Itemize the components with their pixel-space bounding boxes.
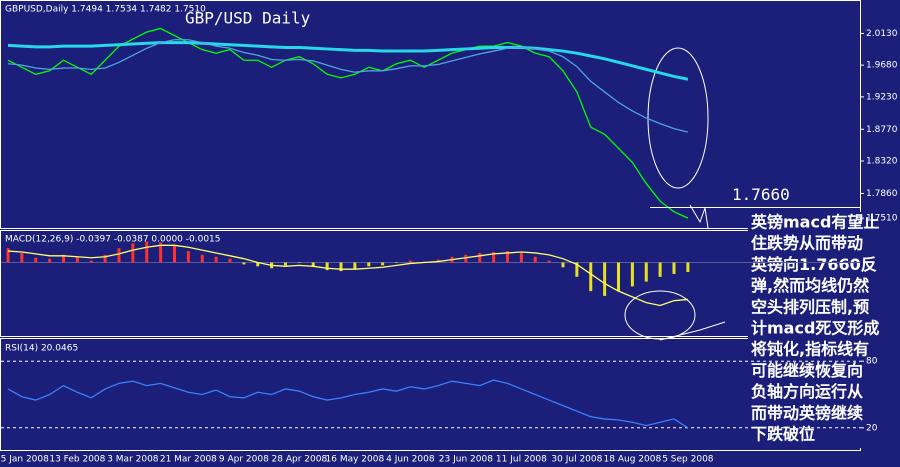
x-tick-label: 16 May 2008 xyxy=(326,455,385,465)
macd-bar xyxy=(131,243,135,263)
macd-bar xyxy=(284,262,287,266)
macd-bar xyxy=(617,262,620,292)
macd-bar xyxy=(492,252,496,263)
chart-title: GBP/USD Daily xyxy=(185,9,311,28)
note-line: 英镑macd有望止 xyxy=(750,213,879,232)
macd-bar xyxy=(603,262,607,296)
y-tick-label: 20 xyxy=(866,423,878,433)
x-tick-label: 13 Feb 2008 xyxy=(49,455,105,465)
y-tick-label: 1.9680 xyxy=(866,61,898,71)
macd-bar xyxy=(20,252,24,263)
macd-bar xyxy=(311,262,315,267)
macd-bar xyxy=(519,252,523,263)
x-tick-label: 28 Apr 2008 xyxy=(272,455,328,465)
macd-bar xyxy=(395,262,398,263)
macd-bar xyxy=(630,262,634,287)
note-box xyxy=(748,212,900,448)
macd-bar xyxy=(575,262,579,277)
macd-bar xyxy=(200,254,204,263)
macd-bar xyxy=(159,242,163,263)
macd-bar xyxy=(644,262,648,282)
note-line: 计macd死叉形成 xyxy=(751,319,879,338)
y-tick-label: 1.9230 xyxy=(866,92,898,102)
x-tick-label: 11 Jul 2008 xyxy=(496,455,547,465)
y-tick-label: 1.8770 xyxy=(866,125,898,135)
macd-bar xyxy=(6,248,10,263)
macd-bar xyxy=(478,252,482,263)
note-line: 弹,然而均线仍然 xyxy=(751,276,869,295)
macd-bar xyxy=(145,241,149,263)
note-line: 而带动英镑继续 xyxy=(751,403,863,422)
macd-bar xyxy=(589,262,593,292)
note-line: 住跌势从而带动 xyxy=(751,234,863,253)
macd-bar xyxy=(686,262,690,273)
macd-bar xyxy=(297,262,301,263)
macd-bar xyxy=(325,262,329,271)
macd-bar xyxy=(533,256,537,263)
note-line: 可能继续恢复向 xyxy=(751,361,863,380)
x-tick-label: 4 Jun 2008 xyxy=(386,455,435,465)
macd-bar xyxy=(48,258,52,263)
macd-bar xyxy=(561,262,565,268)
macd-bar xyxy=(353,262,357,270)
macd-bar xyxy=(464,254,468,263)
y-tick-label: 2.0130 xyxy=(866,29,898,39)
note: 英镑macd有望止住跌势从而带动英镑向1.7660反弹,然而均线仍然空头排列压制… xyxy=(750,213,879,444)
macd-bar xyxy=(367,262,371,267)
note-line: 下跌破位 xyxy=(751,425,815,444)
macd-bar xyxy=(506,251,509,263)
macd-bar xyxy=(75,256,79,263)
macd-bar xyxy=(408,260,412,263)
x-tick-label: 30 Jul 2008 xyxy=(551,455,602,465)
macd-bar xyxy=(117,248,121,263)
price-header: GBPUSD,Daily 1.7494 1.7534 1.7482 1.7510 xyxy=(5,5,206,15)
macd-bar xyxy=(658,262,662,277)
macd-bar xyxy=(173,245,176,263)
y-tick-label: 80 xyxy=(866,357,878,367)
macd-bar xyxy=(89,260,93,263)
series-line xyxy=(7,41,689,81)
macd-bar xyxy=(256,262,260,267)
macd-bar xyxy=(34,257,38,263)
y-tick-label: 1.7860 xyxy=(866,189,898,199)
macd-title: MACD(12,26,9) -0.0397 -0.0387 0.0000 -0.… xyxy=(5,235,221,245)
macd-bar xyxy=(103,254,107,263)
macd-bar xyxy=(381,262,385,266)
series-line xyxy=(7,244,688,307)
macd-bar xyxy=(186,251,190,263)
note-line: 将钝化,指标线有 xyxy=(751,340,869,359)
x-tick-label: 3 Mar 2008 xyxy=(107,455,159,465)
note-line: 英镑向1.7660反 xyxy=(750,255,877,274)
macd-bar xyxy=(214,256,218,263)
series-line xyxy=(7,379,689,429)
macd-bar xyxy=(62,254,65,263)
macd-bar xyxy=(547,260,551,263)
x-tick-label: 9 Apr 2008 xyxy=(219,455,269,465)
macd-bar xyxy=(228,258,232,263)
level-label: 1.7660 xyxy=(732,185,790,204)
series-line xyxy=(7,39,689,133)
x-tick-label: 5 Sep 2008 xyxy=(662,455,714,465)
x-tick-label: 25 Jan 2008 xyxy=(0,455,49,465)
x-tick-label: 18 Aug 2008 xyxy=(604,455,662,465)
note-line: 空头排列压制,预 xyxy=(751,297,869,316)
y-tick-label: 1.8320 xyxy=(866,157,898,167)
macd-bar xyxy=(339,262,343,272)
macd-bar xyxy=(672,262,676,274)
macd-bar xyxy=(242,262,246,265)
x-tick-label: 21 Mar 2008 xyxy=(160,455,217,465)
y-tick-label: 1.7510 xyxy=(866,214,898,224)
x-tick-label: 23 Jun 2008 xyxy=(439,455,493,465)
rsi-title: RSI(14) 20.0465 xyxy=(5,344,78,354)
note-line: 负轴方向运行从 xyxy=(751,382,863,401)
